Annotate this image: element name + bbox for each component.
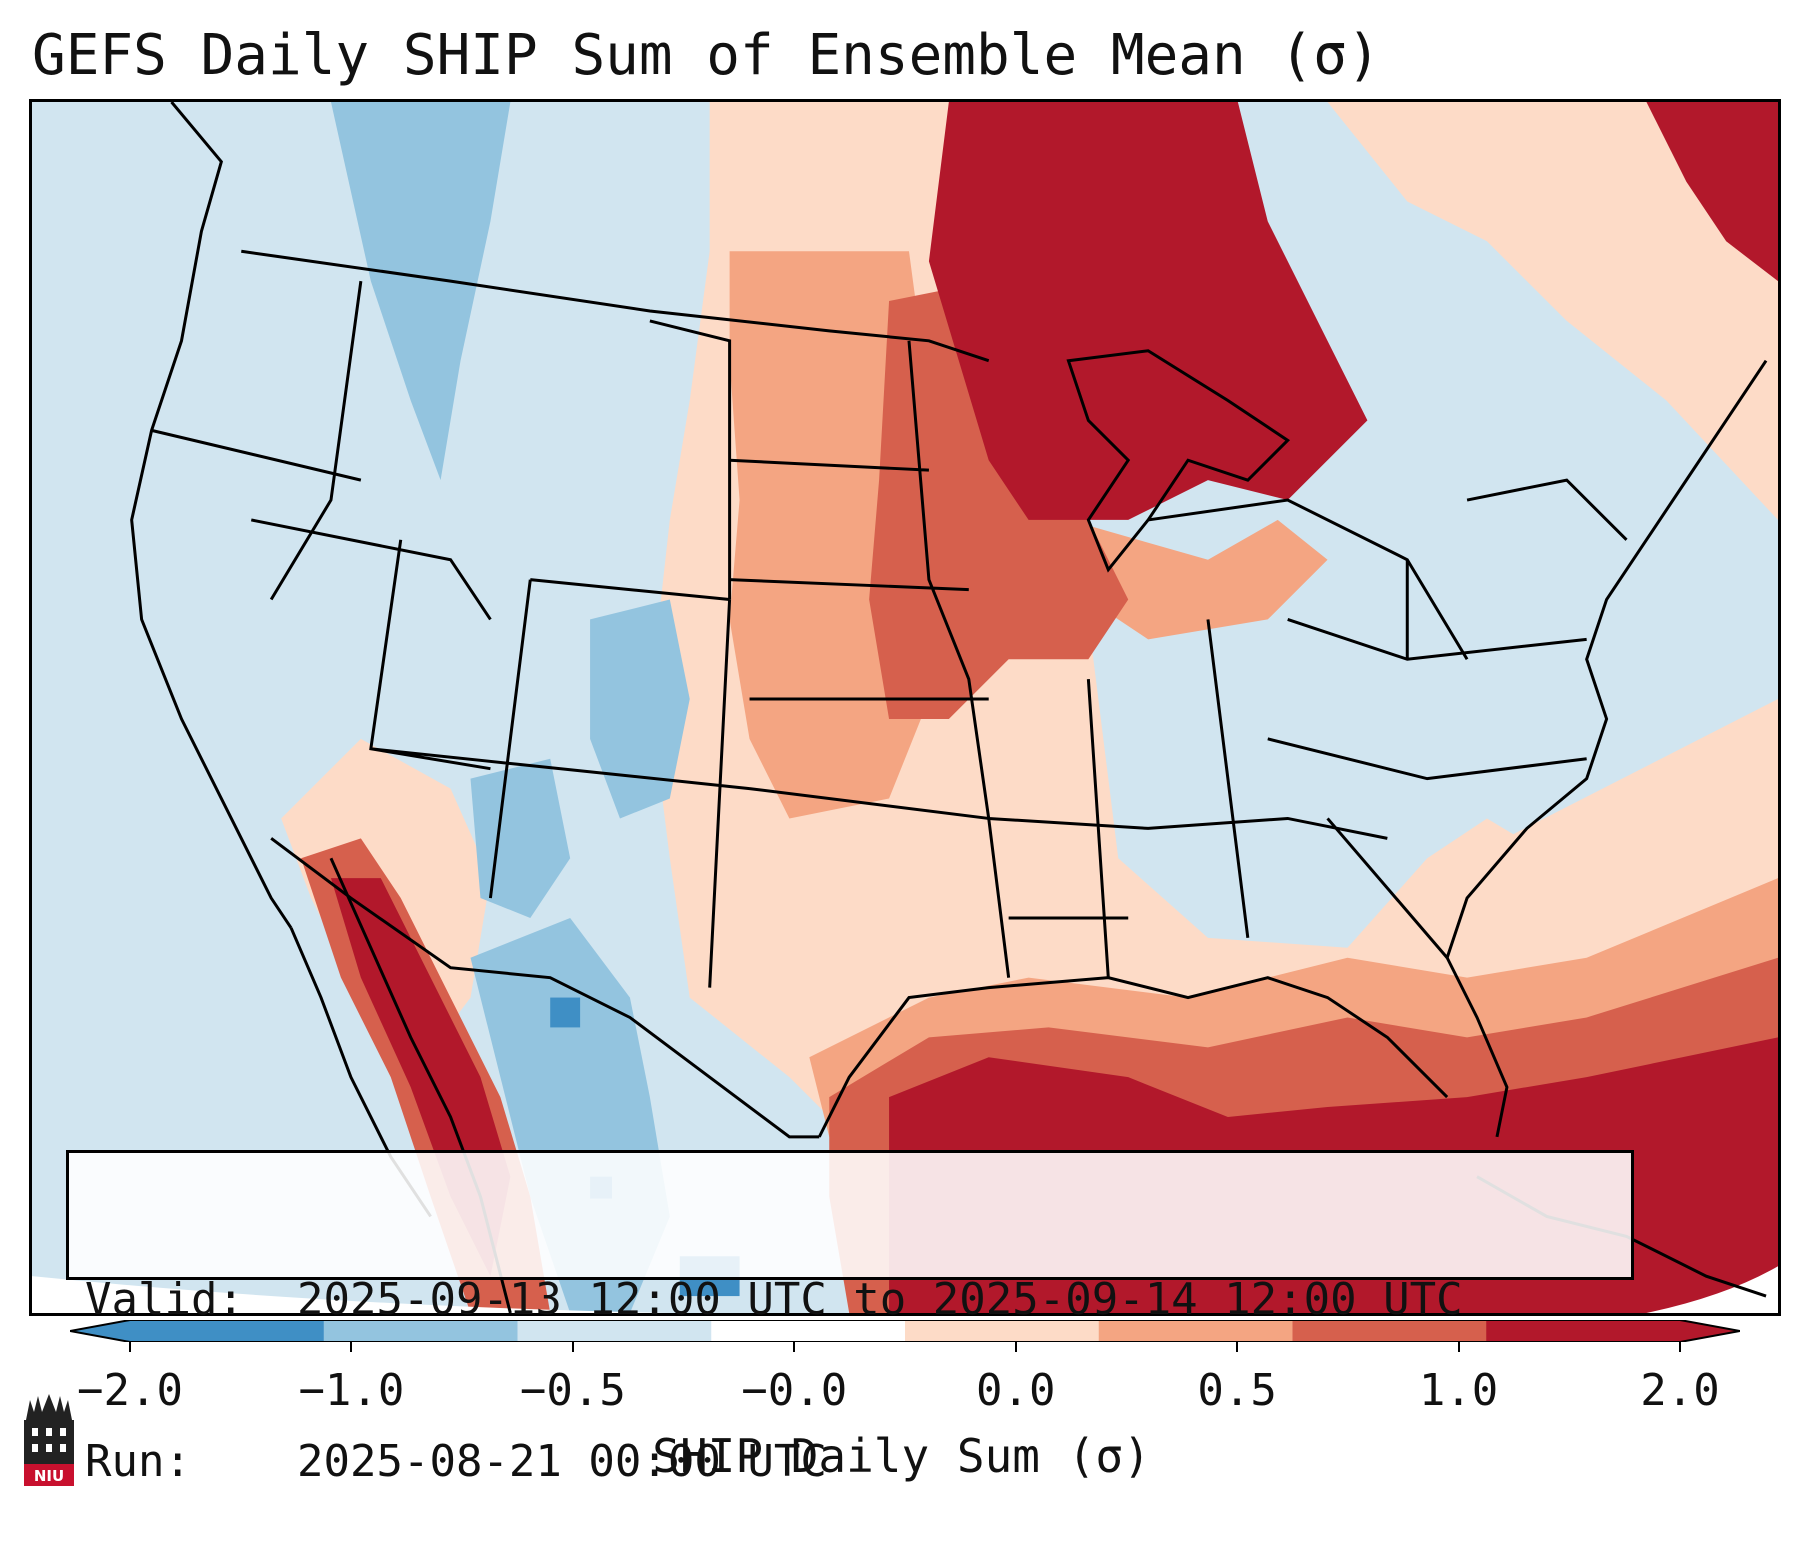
colorbar-tick-mark <box>129 1342 131 1352</box>
colorbar-tick-label: −1.0 <box>298 1365 405 1416</box>
gulf-coast <box>817 976 1449 1138</box>
colorbar-tick-mark <box>1014 1342 1017 1352</box>
anomaly-region-dark-red-northeast <box>1646 102 1778 282</box>
anomaly-region-dark-red-great-lakes <box>928 102 1368 520</box>
map-outside-domain <box>1646 1266 1778 1313</box>
anomaly-region-mid-blue-southwest <box>470 758 571 918</box>
colorbar-tick-label: −0.0 <box>741 1365 848 1416</box>
colorbar-tick-label: 0.0 <box>975 1365 1056 1416</box>
colorbar-tick-mark <box>793 1342 796 1352</box>
colorbar <box>70 1320 1740 1342</box>
colorbar-label: SHIP Daily Sum (σ) <box>652 1429 1151 1483</box>
anomaly-region-mid-blue-rockies <box>590 599 690 819</box>
colorbar-segment <box>1098 1320 1293 1342</box>
colorbar-segment <box>905 1320 1100 1342</box>
colorbar-tick-mark <box>350 1342 353 1352</box>
niu-logo: NIU <box>24 1394 74 1486</box>
colorbar-extend-high <box>1680 1320 1740 1342</box>
anomaly-cell-deep-blue <box>550 997 581 1028</box>
anomaly-map <box>32 102 1778 1313</box>
run-label: Run: <box>85 1436 191 1487</box>
state-lines-west <box>151 280 989 988</box>
colorbar-segment <box>517 1320 712 1342</box>
chart-title: GEFS Daily SHIP Sum of Ensemble Mean (σ) <box>32 23 1381 88</box>
colorbar-tick-label: 2.0 <box>1640 1365 1720 1416</box>
state-lines-east <box>1147 478 1628 959</box>
florida-peninsula <box>1445 957 1509 1138</box>
colorbar-tick-label: 1.0 <box>1418 1365 1499 1416</box>
map-boundaries <box>130 102 1768 1313</box>
colorbar-tick-mark <box>1457 1342 1460 1352</box>
colorbar-segment <box>130 1320 325 1342</box>
valid-value: 2025-09-13 12:00 UTC to 2025-09-14 12:00… <box>297 1274 1463 1325</box>
colorbar-segment <box>323 1320 518 1342</box>
colorbar-segment <box>1486 1320 1681 1342</box>
colorbar-tick-label: −2.0 <box>77 1365 183 1416</box>
colorbar-segment <box>1292 1320 1487 1342</box>
info-box: Valid: 2025-09-13 12:00 UTC to 2025-09-14… <box>66 1150 1634 1487</box>
colorbar-ticks: −2.0 −1.0 −0.5 −0.0 0.0 0.5 1.0 2.0 <box>0 1342 1803 1416</box>
anomaly-region-light-pink-northeast <box>1327 102 1778 520</box>
colorbar-tick-mark <box>1679 1342 1681 1352</box>
us-mexico-border <box>270 837 820 1139</box>
anomaly-region-salmon-east <box>1068 519 1328 640</box>
run-value: 2025-08-21 00:00 UTC <box>297 1436 827 1487</box>
anomaly-region-red-central <box>869 281 1129 719</box>
map-panel <box>29 99 1781 1316</box>
state-lines-central <box>729 340 1388 978</box>
anomaly-region-mid-blue-northwest <box>330 102 511 481</box>
us-west-coastline <box>130 102 293 929</box>
colorbar-tick-mark <box>571 1342 574 1352</box>
colorbar-tick-label: 0.5 <box>1197 1365 1277 1416</box>
colorbar-extend-low <box>70 1320 130 1342</box>
us-canada-border <box>241 249 990 363</box>
map-outside-domain <box>32 1276 670 1313</box>
great-lakes-outline <box>1066 349 1291 573</box>
colorbar-segment <box>711 1320 906 1342</box>
colorbar-tick-label: −0.5 <box>519 1365 626 1416</box>
svg-text:NIU: NIU <box>34 1467 64 1485</box>
valid-label: Valid: <box>85 1274 244 1325</box>
east-coast <box>1445 359 1768 959</box>
colorbar-tick-mark <box>1236 1342 1239 1352</box>
